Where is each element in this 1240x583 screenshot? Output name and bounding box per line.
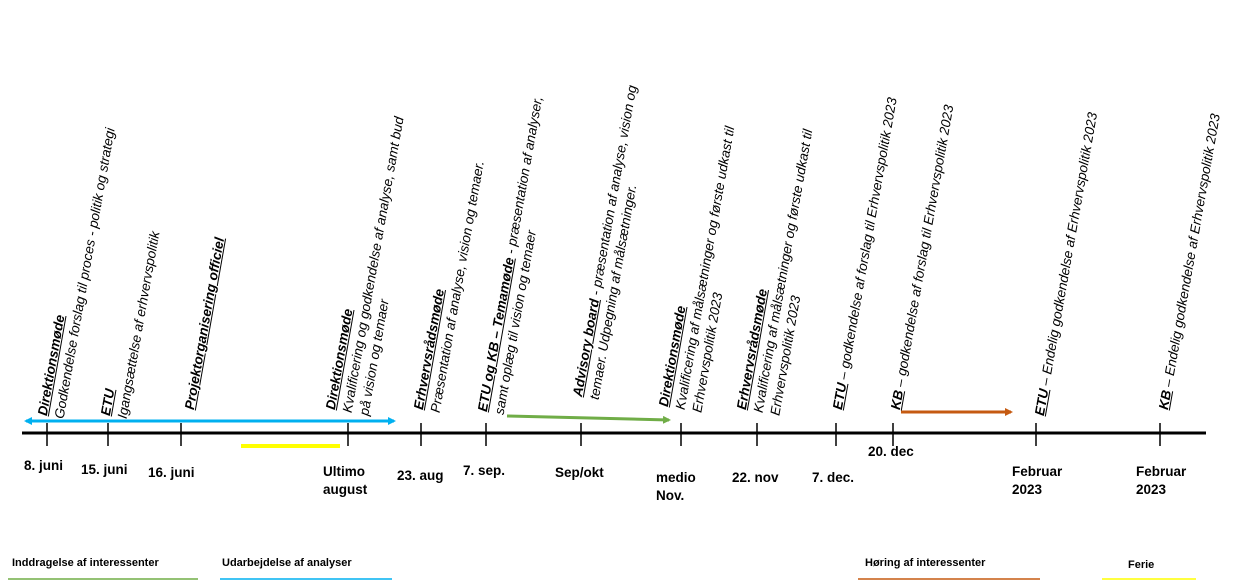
event-title: KB xyxy=(1155,388,1175,411)
legend-engagement: Inddragelse af interessenter xyxy=(12,557,159,569)
engagement-phase-arrow xyxy=(506,414,671,424)
date-label: Februar 2023 xyxy=(1012,464,1063,497)
legend-holiday: Ferie xyxy=(1128,559,1155,571)
legend-hearing: Høring af interessenter xyxy=(865,557,986,569)
event-title: KB xyxy=(887,388,907,411)
date-label: Februar 2023 xyxy=(1136,464,1187,497)
date-label: medio Nov. xyxy=(656,470,696,503)
legend-analysis: Udarbejdelse af analyser xyxy=(222,557,352,569)
date-label: 16. juni xyxy=(148,465,195,480)
date-label: 20. dec xyxy=(868,444,914,459)
date-label: 7. sep. xyxy=(463,463,506,478)
date-label: 8. juni xyxy=(24,458,64,473)
date-label: 15. juni xyxy=(81,462,128,477)
event-title: ETU xyxy=(829,381,850,411)
event-title: ETU xyxy=(1031,387,1052,417)
date-label: 23. aug xyxy=(397,468,444,483)
date-label: 22. nov xyxy=(732,470,779,485)
date-label: Ultimo august xyxy=(323,464,368,497)
date-label: 7. dec. xyxy=(812,470,855,485)
date-label: Sep/okt xyxy=(555,465,604,480)
